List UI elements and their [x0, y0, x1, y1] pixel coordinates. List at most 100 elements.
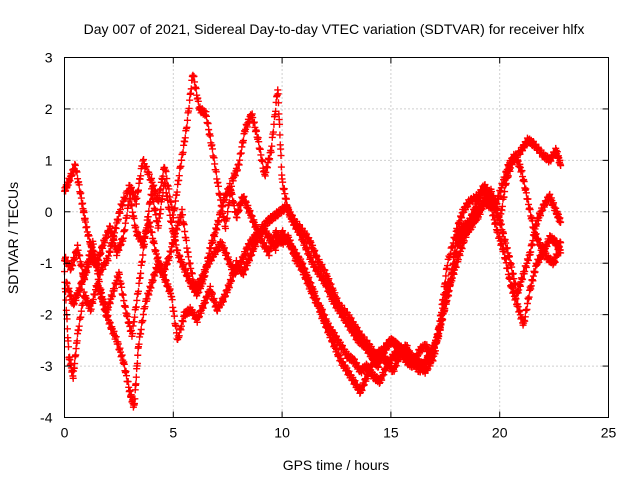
data-point [134, 351, 142, 359]
data-point [206, 132, 214, 140]
data-point [255, 138, 263, 146]
data-point [73, 337, 81, 345]
data-point [276, 131, 284, 139]
data-point [171, 204, 179, 212]
data-point [77, 194, 85, 202]
data-point [133, 296, 141, 304]
x-axis-label: GPS time / hours [283, 457, 390, 473]
data-point [527, 248, 535, 256]
series-4 [63, 179, 565, 387]
data-point [276, 120, 284, 128]
data-point [204, 120, 212, 128]
data-point [185, 104, 193, 112]
data-point [124, 313, 132, 321]
data-point [170, 312, 178, 320]
data-point [183, 116, 191, 124]
data-point [175, 172, 183, 180]
data-point [230, 202, 238, 210]
data-point [494, 206, 502, 214]
data-point [93, 264, 101, 271]
data-point [142, 163, 150, 171]
data-point [132, 380, 140, 388]
data-point [126, 195, 134, 203]
data-point [557, 218, 565, 226]
y-tick-label: -3 [40, 358, 53, 374]
data-point [525, 293, 533, 301]
data-point [63, 325, 71, 333]
data-point [215, 217, 223, 225]
data-point [139, 251, 147, 259]
data-point [73, 168, 81, 176]
data-point [185, 253, 193, 261]
data-point [145, 207, 153, 215]
y-tick-label: 0 [45, 204, 53, 220]
data-point [134, 186, 142, 194]
data-point [150, 198, 158, 206]
data-point [526, 206, 534, 214]
data-point [77, 307, 85, 315]
data-point [152, 211, 160, 219]
axis-ticks: 0 5 10 15 20 25 -4 -3 -2 -1 0 1 2 3 [40, 50, 616, 441]
data-point [528, 217, 536, 225]
data-point [498, 202, 506, 210]
data-point [212, 168, 220, 176]
data-point [159, 172, 167, 180]
data-point [520, 178, 528, 185]
data-point [133, 359, 141, 367]
data-point [277, 145, 285, 153]
data-point [443, 262, 451, 270]
data-point [557, 239, 565, 247]
data-point [321, 266, 329, 274]
data-point [557, 162, 565, 169]
data-point [266, 155, 274, 163]
data-point [222, 224, 230, 232]
data-point [148, 185, 156, 193]
data-point [87, 305, 95, 313]
data-point [135, 340, 143, 348]
y-tick-label: -2 [40, 307, 53, 323]
data-point [99, 265, 107, 273]
data-point [128, 202, 136, 210]
data-point [131, 313, 139, 321]
data-point [164, 196, 172, 204]
data-point [139, 317, 147, 325]
data-point [82, 267, 90, 275]
data-point [119, 202, 127, 210]
data-point [259, 157, 267, 165]
data-point [140, 240, 148, 248]
data-point [77, 313, 85, 321]
data-point [269, 128, 277, 136]
x-tick-label: 5 [169, 425, 177, 441]
data-point [508, 263, 516, 271]
data-point [158, 195, 166, 203]
data-point [181, 228, 189, 235]
data-point [531, 231, 539, 239]
data-point [239, 137, 247, 145]
y-tick-label: 3 [45, 50, 53, 66]
data-point [277, 163, 285, 171]
data-point [155, 222, 163, 230]
plot-frame [64, 57, 609, 418]
data-point [80, 208, 88, 216]
data-point [518, 167, 526, 175]
data-point [434, 330, 442, 338]
data-point [118, 201, 126, 209]
data-point [114, 215, 122, 223]
y-tick-label: 1 [45, 152, 53, 168]
data-point [75, 181, 83, 189]
data-point [162, 168, 170, 176]
data-point [505, 253, 513, 261]
data-point [511, 280, 519, 288]
data-point [140, 156, 148, 164]
data-point [120, 360, 128, 368]
data-point [170, 229, 178, 237]
data-point [179, 211, 187, 219]
data-point [500, 229, 508, 237]
data-point [448, 243, 456, 251]
data-point [141, 164, 149, 172]
data-point [180, 221, 188, 229]
data-point [523, 305, 531, 313]
data-point [168, 296, 176, 304]
data-point [177, 162, 185, 170]
data-point [131, 395, 139, 403]
